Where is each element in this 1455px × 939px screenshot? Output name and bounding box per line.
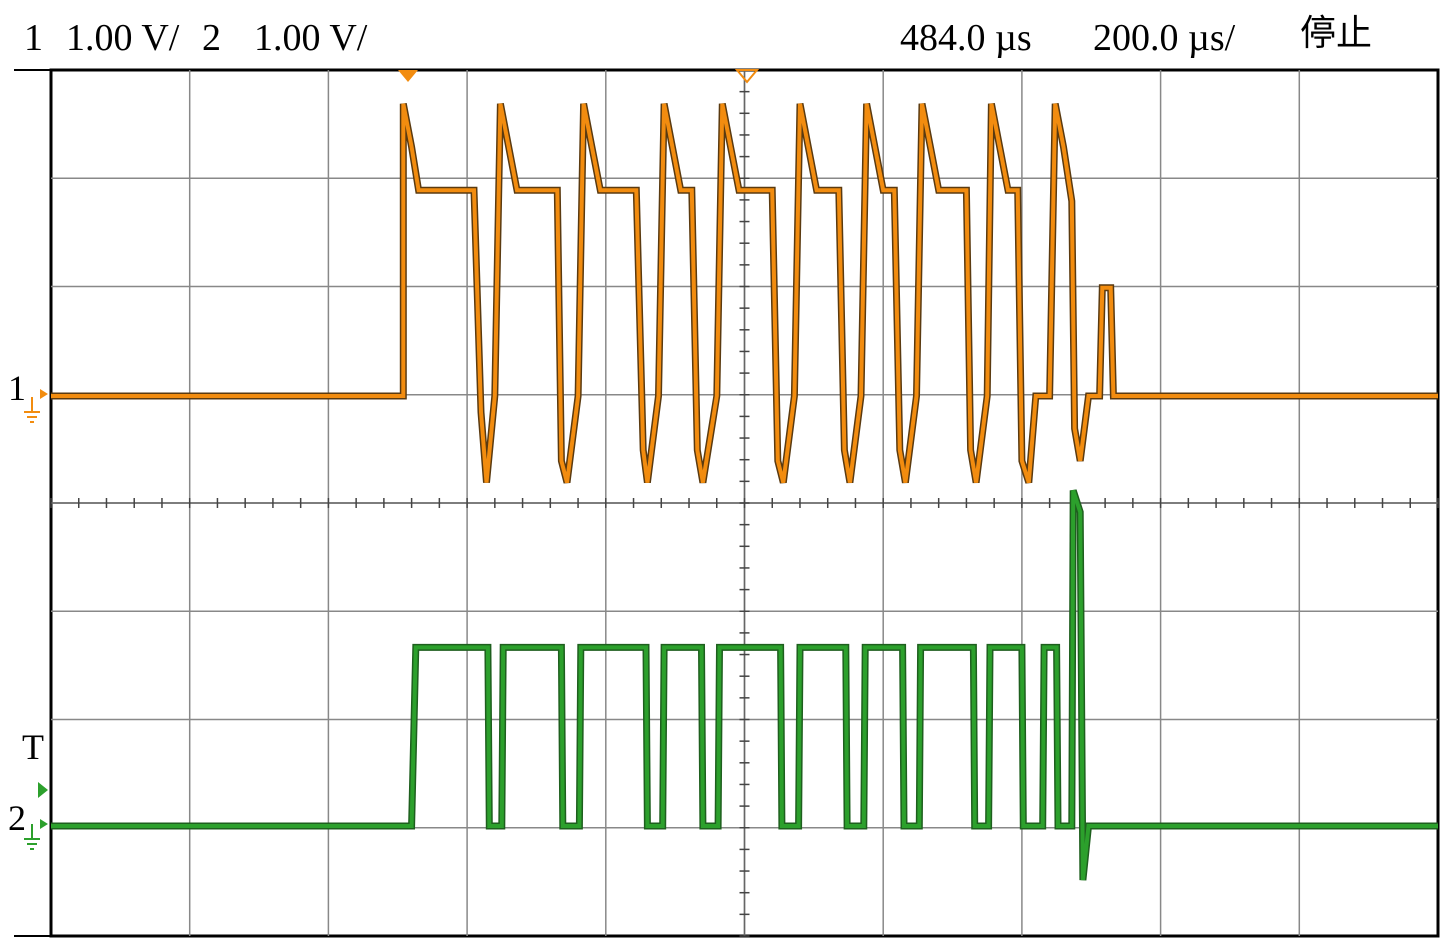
ch2-marker-label: 2 (8, 798, 26, 838)
ch2-scale: 1.00 V/ (254, 17, 368, 59)
ch1-scale: 1.00 V/ (66, 17, 180, 59)
ch1-number: 1 (24, 17, 43, 59)
trigger-position-marker (398, 70, 418, 82)
ch1-marker-label: 1 (8, 368, 26, 408)
timebase-readout: 200.0 µs/ (1093, 17, 1236, 59)
traces (51, 103, 1438, 881)
graticule (14, 68, 1440, 938)
ch2-ground-arrow (40, 819, 48, 829)
ch2-number: 2 (202, 17, 221, 59)
delay-reference-marker (734, 69, 760, 84)
run-status: 停止 (1300, 13, 1373, 54)
trace-2 (51, 489, 1438, 881)
trace-1 (51, 103, 1438, 484)
markers (24, 69, 760, 850)
delay-readout: 484.0 µs (900, 17, 1032, 59)
trigger-level-arrow (38, 782, 48, 798)
ch1-ground-arrow (40, 389, 48, 399)
trigger-marker-label: T (22, 727, 44, 767)
